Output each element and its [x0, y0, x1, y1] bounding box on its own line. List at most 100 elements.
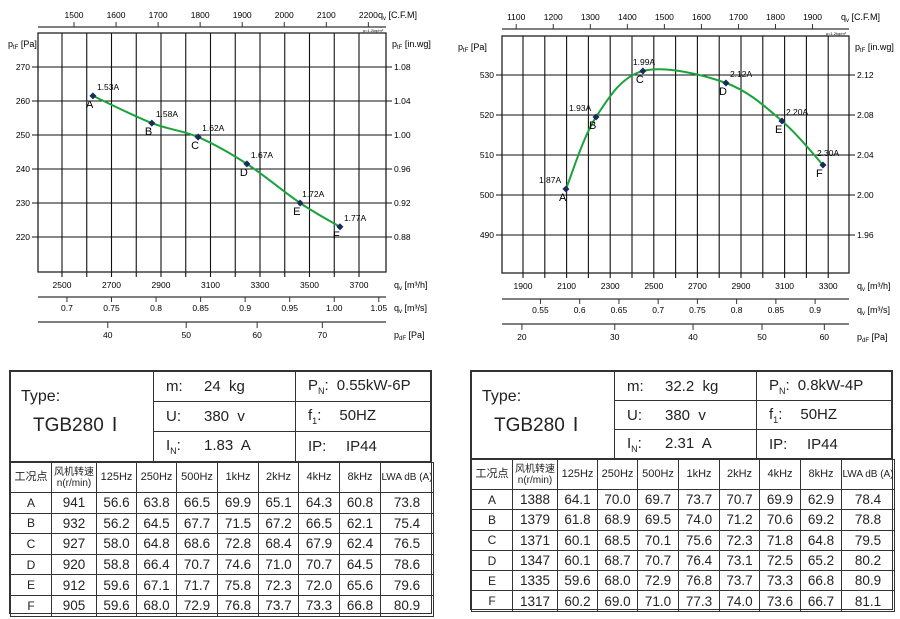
current-label: 2.12A [730, 69, 753, 79]
y2-tick-label: 1.96 [857, 230, 874, 240]
y2-axis-label-unit: [in.wg] [402, 39, 431, 49]
table-cell: 64.3 [298, 492, 340, 514]
table-cell: 66.7 [800, 590, 842, 612]
table-cell: 73.7 [678, 488, 720, 511]
operating-point-label: A [559, 192, 567, 204]
x-axis-label-unit: [m³/h] [402, 280, 428, 290]
table-cell: C [471, 529, 513, 551]
cfm-tick-label: 1400 [618, 12, 637, 22]
table-cell: 69.9 [759, 488, 801, 511]
current-value: 1.83 A [204, 437, 251, 454]
table-cell: 72.5 [759, 549, 801, 572]
voltage-value: 380 v [665, 406, 706, 424]
y2-tick-label: 0.92 [394, 198, 411, 208]
y-tick-label: 270 [16, 62, 30, 72]
y-tick-label: 230 [16, 198, 30, 208]
x-tick-label: 3100 [775, 281, 794, 291]
ip-value: IP44 [807, 435, 838, 453]
x-tick-label: 2300 [601, 281, 620, 291]
x-axis-label-unit: [m³/h] [865, 281, 891, 291]
column-header: LWA dB (A) [380, 462, 434, 493]
table-cell: 67.9 [298, 533, 340, 555]
cfm-tick-label: 1300 [581, 12, 600, 22]
table-row: D 920 58.8 66.4 70.7 74.6 71.0 70.7 64.5 78.6 [10, 553, 434, 576]
voltage-label: U: [627, 406, 642, 424]
x-tick-label: 2100 [557, 281, 576, 291]
x-tick-label: 3300 [819, 281, 838, 291]
pd-tick-label: 50 [757, 332, 767, 342]
table-cell: 72.9 [176, 594, 218, 617]
table-cell: 72.3 [258, 574, 299, 596]
colon: : [324, 377, 329, 394]
operating-point-label: C [636, 74, 644, 86]
m3s-tick-label: 0.8 [150, 303, 162, 313]
spec-table-right: Type: TGB280 Ⅰ m: 32.2 kg PN: 0.8kW-4P U: 38… [470, 370, 895, 612]
pd-tick-label: 30 [610, 332, 620, 342]
table-cell: 60.1 [557, 529, 598, 551]
table-cell: 73.7 [258, 594, 299, 617]
table-cell: 76.8 [678, 570, 720, 592]
column-header: 2kHz [258, 462, 299, 493]
current-label: 1.53A [97, 82, 120, 92]
table-cell: 59.6 [96, 594, 137, 617]
model-name: TGB280 Ⅰ [33, 414, 153, 437]
column-header: 4kHz [298, 462, 340, 493]
table-cell: 74.0 [719, 590, 760, 612]
operating-point-label: B [145, 126, 152, 138]
table-cell: 67.7 [176, 512, 218, 535]
table-cell: 912 [51, 574, 97, 596]
m3s-axis-label-subscript: v [399, 309, 402, 315]
table-cell: 69.7 [637, 488, 679, 511]
y-tick-label: 500 [480, 190, 494, 200]
table-cell: D [10, 553, 52, 576]
spec-table-left: Type: TGB280 Ⅰ m: 24 kg PN: 0.55kW-6P U: 380… [9, 370, 434, 617]
current-label: 2.30A [817, 148, 840, 158]
m3s-tick-label: 0.7 [61, 303, 73, 313]
table-cell: 62.4 [339, 533, 381, 555]
column-header: 250Hz [597, 459, 638, 490]
table-cell: 77.3 [678, 590, 720, 612]
mass-cell: m: 32.2 kg [614, 371, 757, 401]
table-cell: 69.5 [637, 509, 679, 531]
pd-axis-label-symbol: p [394, 330, 399, 340]
table-cell: 58.8 [96, 553, 137, 576]
table-cell: 73.6 [759, 590, 801, 612]
cfm-axis-label-symbol: q [841, 12, 846, 22]
y-axis-label-subscript: tF [13, 45, 19, 51]
table-cell: 79.6 [380, 574, 434, 596]
pd-axis-label-symbol: p [857, 332, 862, 342]
colon: : [785, 376, 790, 394]
power-value: 0.55kW-6P [336, 377, 411, 394]
x-tick-label: 3700 [350, 280, 369, 290]
column-header: 工况点 [471, 459, 513, 490]
voltage-cell: U: 380 v [614, 400, 757, 430]
m3s-tick-label: 0.8 [731, 305, 743, 315]
table-cell: 59.6 [557, 570, 598, 592]
table-cell: 69.9 [217, 492, 259, 514]
x-axis-label-subscript: v [399, 286, 402, 292]
mass-label: m: [166, 378, 183, 395]
operating-point-marker [336, 223, 344, 231]
x-tick-label: 3300 [251, 280, 270, 290]
table-cell: 927 [51, 533, 97, 555]
power-cell: PN: 0.8kW-4P [756, 371, 892, 401]
colon: : [778, 405, 783, 423]
table-row: F 905 59.6 68.0 72.9 76.8 73.7 73.3 66.8 80.9 [10, 594, 434, 617]
performance-curve [92, 94, 341, 228]
y-axis-label-symbol: p [458, 42, 463, 52]
table-row: A 941 56.6 63.8 66.5 69.9 65.1 64.3 60.8 73.8 [10, 492, 434, 514]
y2-tick-label: 0.88 [394, 232, 411, 242]
table-cell: 64.8 [800, 529, 842, 551]
y2-tick-label: 2.12 [857, 70, 874, 80]
table-cell: 76.4 [678, 549, 720, 572]
y2-axis-label-symbol: p [855, 42, 860, 52]
y-tick-label: 260 [16, 96, 30, 106]
table-cell: 66.5 [298, 512, 340, 535]
table-cell: 74.0 [678, 509, 720, 531]
m3s-axis-label-unit: [m³/s] [865, 305, 890, 315]
table-cell: 941 [51, 492, 97, 514]
model-suffix: Ⅰ [111, 415, 118, 436]
y2-axis-label: ptF [in.wg] [855, 42, 894, 54]
frequency-value: 50HZ [800, 405, 838, 423]
column-header: 8kHz [800, 459, 842, 490]
